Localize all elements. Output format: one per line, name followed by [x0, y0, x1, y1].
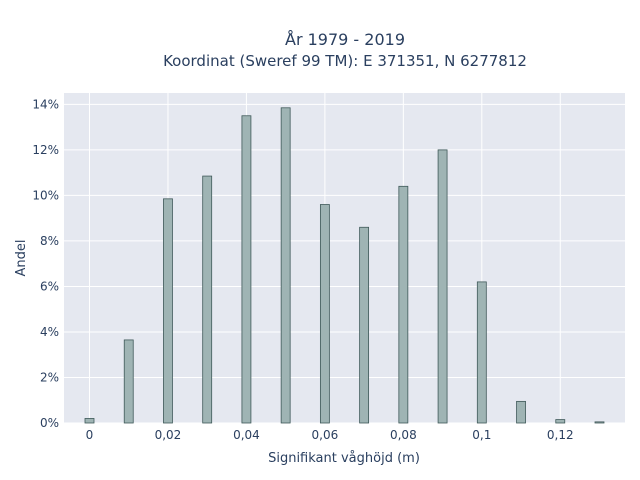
- bar: [202, 175, 213, 424]
- bar: [241, 115, 252, 424]
- bar: [319, 204, 330, 424]
- bar: [280, 107, 291, 424]
- chart-title-line1: År 1979 - 2019: [285, 30, 405, 49]
- bar: [594, 421, 605, 424]
- bar: [359, 226, 370, 424]
- bar: [163, 198, 173, 424]
- y-tick-label: 4%: [40, 325, 59, 339]
- y-tick-label: 10%: [32, 188, 59, 202]
- y-tick-label: 6%: [40, 279, 59, 293]
- plot-area: [64, 93, 625, 423]
- y-tick-label: 14%: [32, 97, 59, 111]
- x-tick-label: 0,08: [390, 428, 417, 442]
- y-axis-title: Andel: [14, 240, 29, 277]
- x-tick-label: 0,06: [312, 428, 339, 442]
- x-tick-label: 0,12: [547, 428, 574, 442]
- bar: [476, 281, 487, 424]
- bars: [84, 107, 605, 424]
- grid: [64, 93, 625, 424]
- chart-title-line2: Koordinat (Sweref 99 TM): E 371351, N 62…: [163, 52, 527, 70]
- bar: [516, 400, 526, 424]
- y-tick-label: 0%: [40, 416, 59, 430]
- x-tick-label: 0,04: [233, 428, 260, 442]
- x-tick-label: 0,02: [155, 428, 182, 442]
- x-axis-ticks: 0 0,02 0,04 0,06 0,08 0,1 0,12: [86, 428, 574, 442]
- y-tick-label: 12%: [32, 143, 59, 157]
- y-tick-label: 2%: [40, 370, 59, 384]
- y-tick-label: 8%: [40, 234, 59, 248]
- bar: [555, 419, 566, 424]
- bar: [437, 149, 448, 424]
- bar: [398, 185, 409, 424]
- bar: [84, 418, 95, 424]
- x-tick-label: 0: [86, 428, 94, 442]
- y-axis-ticks: 0% 2% 4% 6% 8% 10% 12% 14%: [32, 97, 59, 430]
- x-axis-title: Signifikant våghöjd (m): [268, 451, 420, 466]
- x-tick-label: 0,1: [472, 428, 491, 442]
- bar: [123, 339, 134, 424]
